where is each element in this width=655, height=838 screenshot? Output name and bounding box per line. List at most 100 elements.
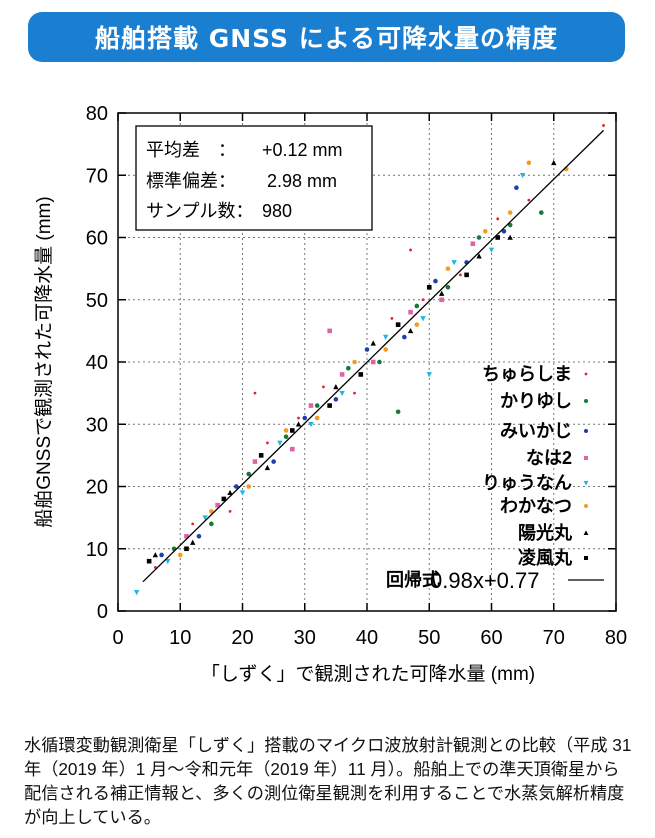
data-point: [395, 322, 401, 327]
data-point: [228, 510, 232, 513]
data-point: [495, 235, 501, 240]
data-point: [445, 266, 451, 271]
data-point: [433, 278, 438, 284]
data-point: [202, 515, 208, 521]
data-point: [308, 421, 314, 428]
data-point: [370, 359, 376, 365]
stat-value: +0.12 mm: [262, 140, 343, 160]
data-point: [370, 340, 376, 346]
data-point: [209, 521, 214, 527]
y-tick-label: 60: [86, 228, 108, 250]
data-point: [159, 552, 164, 558]
data-point: [184, 546, 189, 552]
stat-label: サンプル数：: [146, 201, 253, 221]
regression-label: 回帰式: [386, 569, 440, 590]
data-point: [539, 210, 544, 215]
chart-title: 船舶搭載 GNSS による可降水量の精度: [28, 12, 625, 62]
data-points: [133, 124, 605, 596]
data-point: [277, 440, 283, 446]
legend-marker: [584, 429, 588, 433]
data-point: [526, 160, 532, 166]
data-point: [297, 416, 300, 420]
data-point: [191, 522, 195, 526]
data-point: [426, 285, 432, 290]
data-point: [501, 228, 507, 234]
x-tick-label: 80: [605, 627, 627, 649]
data-point: [327, 328, 332, 334]
legend-marker: [584, 372, 588, 376]
data-point: [246, 471, 252, 477]
data-point: [409, 248, 412, 252]
data-point: [358, 372, 364, 377]
data-point: [458, 273, 462, 277]
data-point: [476, 235, 482, 240]
data-point: [302, 415, 308, 421]
data-point: [290, 428, 295, 433]
data-point: [314, 415, 320, 421]
data-point: [196, 534, 202, 539]
stat-value: 2.98 mm: [262, 171, 337, 191]
y-tick-label: 40: [86, 352, 108, 374]
data-point: [271, 459, 276, 464]
x-tick-label: 20: [231, 627, 253, 649]
data-point: [177, 552, 183, 558]
data-point: [146, 558, 152, 564]
data-point: [308, 403, 314, 408]
regression-equation: 0.98x+0.77: [430, 568, 539, 593]
legend-marker: [584, 456, 588, 460]
data-point: [290, 446, 295, 452]
data-point: [190, 539, 196, 545]
data-point: [414, 303, 420, 309]
legend-label: りゅうなん: [482, 473, 572, 493]
data-point: [239, 490, 246, 496]
data-point: [339, 390, 345, 397]
data-point: [283, 434, 289, 440]
data-point: [327, 403, 332, 408]
data-point: [414, 322, 420, 327]
y-tick-label: 80: [86, 103, 108, 125]
data-point: [476, 253, 482, 259]
stats-text: 平均差 ： +0.12 mm 標準偏差： 2.98 mm サンプル数： 980: [146, 140, 343, 221]
axis-ticks: 0 10 20 30 40 50 60 70 80 0 10 20 30 40 50 60 70 80: [86, 103, 627, 649]
legend-label: わかなつ: [500, 496, 572, 516]
data-point: [488, 247, 495, 253]
y-tick-label: 10: [86, 539, 108, 561]
stats-box: [135, 125, 373, 231]
data-point: [445, 285, 451, 290]
data-point: [253, 391, 257, 395]
data-point: [439, 297, 444, 303]
data-point: [246, 484, 252, 489]
grid: [118, 113, 616, 611]
stat-value: 980: [262, 201, 292, 221]
data-point: [152, 552, 159, 558]
legend-label: なは2: [526, 448, 572, 468]
data-point: [133, 590, 140, 596]
regression-line: [142, 129, 605, 583]
data-point: [209, 509, 214, 514]
legend-label: みいかじ: [500, 421, 572, 441]
x-axis-label: 「しずく」で観測された可降水量 (mm): [201, 663, 535, 685]
data-point: [221, 496, 227, 502]
x-tick-label: 50: [418, 627, 440, 649]
data-point: [184, 534, 189, 539]
data-point: [266, 441, 269, 445]
legend-marker: [583, 530, 589, 535]
legend-label: 陽光丸: [518, 522, 573, 543]
data-point: [420, 316, 426, 322]
data-point: [421, 298, 425, 302]
x-tick-label: 40: [356, 627, 378, 649]
data-point: [333, 384, 339, 390]
legend-marker: [584, 399, 588, 403]
data-point: [426, 372, 432, 378]
legend-label: ちゅらしま: [482, 364, 572, 384]
y-tick-label: 0: [97, 601, 108, 623]
data-point: [227, 489, 233, 496]
data-point: [215, 502, 220, 508]
data-point: [507, 210, 513, 215]
x-tick-label: 30: [294, 627, 316, 649]
data-point: [322, 385, 325, 389]
data-point: [390, 317, 394, 320]
figure-caption: 水循環変動観測衛星「しずく」搭載のマイクロ波放射計観測との比較（平成 31 年（…: [24, 735, 632, 827]
